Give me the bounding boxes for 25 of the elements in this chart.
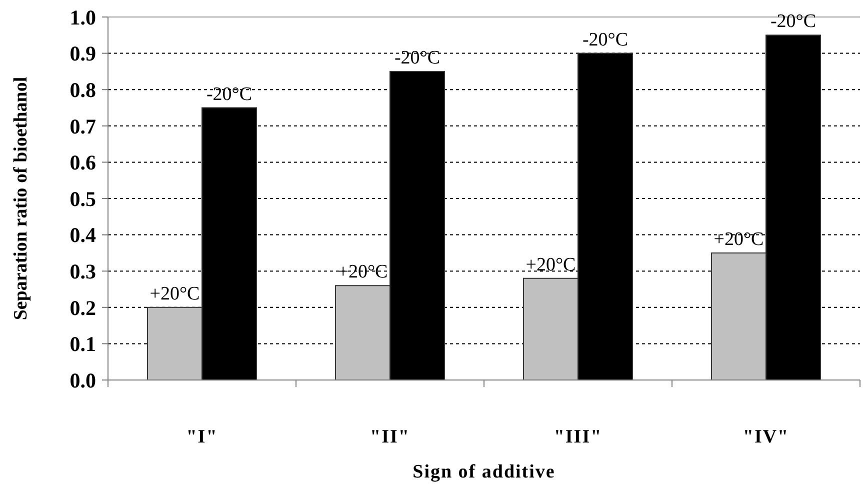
x-axis-title: Sign of additive [412, 462, 556, 483]
y-tick-label: 0.9 [70, 42, 96, 66]
text: +20°C [714, 228, 764, 250]
y-axis-title: Separation ratio of bioethanol [10, 76, 32, 320]
y-tick-label: 0.8 [70, 78, 96, 102]
x-tick-label: "II" [370, 426, 410, 448]
y-tick-label: 0.7 [70, 114, 96, 138]
text: +20°C [338, 262, 388, 283]
y-tick-label: 0.3 [70, 259, 96, 284]
y-tick-label: 1.0 [70, 5, 96, 30]
x-tick-label: "IV" [742, 426, 790, 448]
y-tick-label: 0.0 [70, 368, 96, 392]
y-tick-label: 0.2 [70, 296, 96, 320]
text: +20°C [526, 254, 576, 276]
x-tick-label: "I" [186, 426, 218, 448]
y-tick-label: 0.4 [70, 223, 96, 248]
text: -20°C [770, 11, 816, 32]
y-tick-label: 0.6 [70, 150, 96, 175]
y-tick-label: 0.1 [70, 332, 96, 356]
text: -20°C [394, 47, 440, 68]
series-label: -20°C [206, 84, 252, 105]
series-label: +20°C [150, 283, 200, 304]
y-tick-label: 0.5 [70, 186, 96, 211]
text: -20°C [582, 29, 628, 50]
x-tick-label: "III" [554, 426, 602, 448]
